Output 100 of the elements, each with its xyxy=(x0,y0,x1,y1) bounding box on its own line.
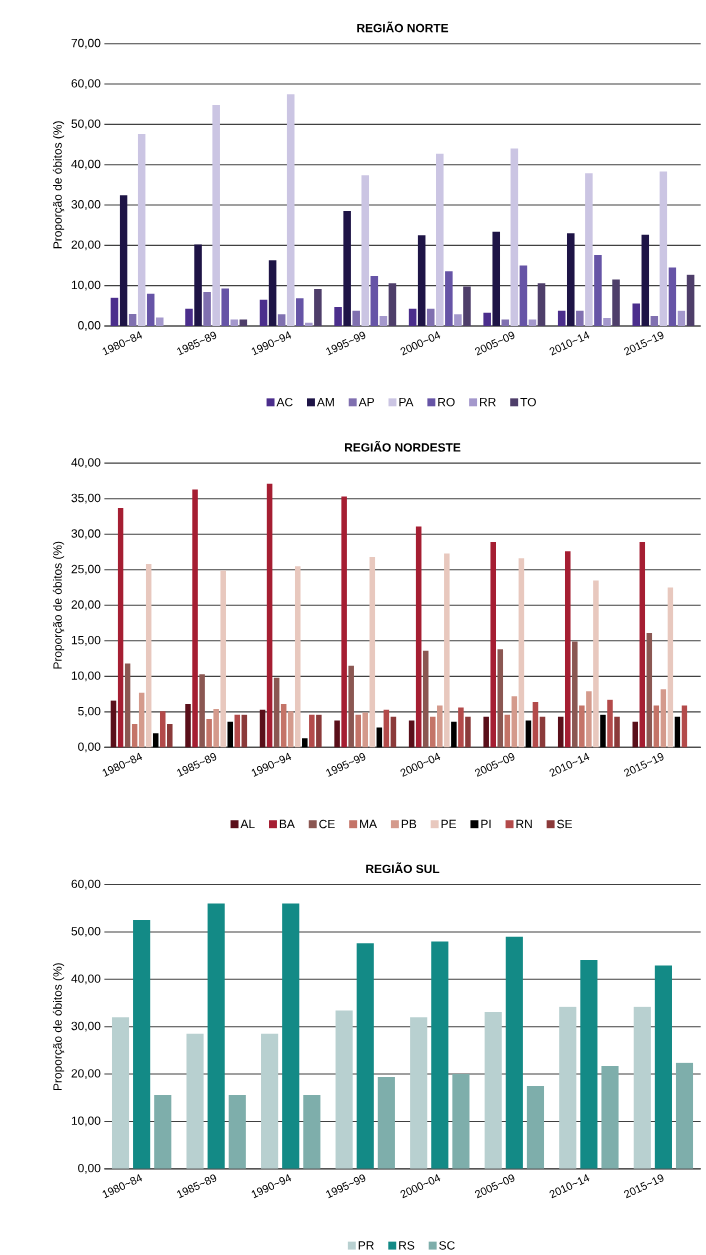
bar xyxy=(370,275,379,326)
bar xyxy=(510,148,519,326)
bar xyxy=(659,171,668,326)
bar xyxy=(490,542,497,748)
legend-label: RN xyxy=(516,819,532,829)
legend-label: AL xyxy=(240,819,255,829)
y-tick-label: 35,00 xyxy=(71,493,101,504)
bar xyxy=(230,319,239,326)
legend-label: PI xyxy=(481,819,491,829)
bar xyxy=(117,507,124,748)
bar xyxy=(112,1017,130,1169)
bar xyxy=(660,689,667,748)
bar xyxy=(431,941,449,1169)
bar xyxy=(335,1010,353,1169)
bar xyxy=(594,255,602,326)
bar xyxy=(483,312,492,326)
bar xyxy=(632,303,641,326)
bar xyxy=(676,1062,694,1169)
bar xyxy=(668,267,677,326)
chart-title: REGIÃO NORTE xyxy=(357,21,449,33)
bar xyxy=(454,314,462,326)
bar xyxy=(220,570,227,748)
bar xyxy=(585,173,593,326)
bar xyxy=(601,1066,619,1169)
bar xyxy=(483,716,490,748)
bar xyxy=(409,308,417,326)
y-tick-label: 40,00 xyxy=(71,974,101,985)
legend-label: PB xyxy=(402,819,417,829)
bar xyxy=(576,310,584,326)
bar xyxy=(362,712,369,748)
y-axis-title: Proporção de óbitos (%) xyxy=(53,541,65,669)
bar xyxy=(409,720,415,748)
y-tick-label: 10,00 xyxy=(72,671,101,682)
legend-label: RO xyxy=(438,397,455,407)
bar xyxy=(119,195,128,326)
bar xyxy=(579,705,585,748)
legend-label: AC xyxy=(276,397,293,407)
y-tick-label: 5,00 xyxy=(78,706,101,717)
bar xyxy=(410,1017,428,1169)
bar xyxy=(302,738,308,748)
bar xyxy=(309,714,315,748)
y-tick-label: 15,00 xyxy=(72,635,101,646)
bar xyxy=(314,288,322,326)
bar xyxy=(269,260,277,326)
bar xyxy=(213,709,220,748)
y-tick-label: 30,00 xyxy=(71,1021,101,1032)
bar xyxy=(525,720,532,748)
bar xyxy=(288,711,294,748)
bar xyxy=(352,310,361,326)
bar xyxy=(356,943,374,1169)
bar xyxy=(167,723,173,748)
legend-label: CE xyxy=(319,819,335,829)
legend-label: AM xyxy=(317,397,335,407)
bar xyxy=(203,292,212,326)
bar xyxy=(492,231,501,326)
bar xyxy=(600,714,606,748)
legend-label: SC xyxy=(439,1241,455,1250)
bar xyxy=(458,707,464,748)
bar xyxy=(465,716,471,748)
bar xyxy=(156,317,164,326)
bar xyxy=(282,903,300,1169)
bar xyxy=(427,308,435,326)
y-tick-label: 50,00 xyxy=(71,927,101,937)
bar xyxy=(287,94,295,326)
y-tick-label: 20,00 xyxy=(71,1069,101,1079)
bar xyxy=(207,903,225,1169)
bar xyxy=(565,551,571,748)
y-tick-label: 0,00 xyxy=(78,321,101,331)
bar xyxy=(607,699,613,748)
bar xyxy=(376,727,383,748)
y-tick-label: 10,00 xyxy=(72,280,101,291)
bar xyxy=(646,632,653,748)
y-tick-label: 20,00 xyxy=(71,240,101,251)
bar xyxy=(133,920,151,1169)
bar xyxy=(653,705,660,748)
bar xyxy=(505,936,524,1169)
bar xyxy=(593,580,599,748)
bar xyxy=(295,566,301,748)
bar xyxy=(681,705,688,748)
bar xyxy=(430,716,436,748)
bar xyxy=(537,283,546,326)
bar xyxy=(639,542,646,748)
bar xyxy=(416,526,422,748)
bar xyxy=(559,1006,577,1169)
bar xyxy=(228,1094,247,1169)
legend-label: SE xyxy=(557,819,573,829)
bar xyxy=(334,720,341,748)
bar xyxy=(206,718,213,748)
bar xyxy=(423,650,429,748)
bar xyxy=(580,959,598,1169)
bar xyxy=(463,286,471,326)
bar xyxy=(667,587,674,748)
bar xyxy=(452,1074,470,1169)
bar xyxy=(677,310,686,326)
bar xyxy=(614,716,620,748)
bar xyxy=(348,665,355,748)
legend-label: MA xyxy=(360,819,378,829)
bar xyxy=(518,558,525,748)
bar xyxy=(281,704,287,748)
bar xyxy=(436,153,444,326)
